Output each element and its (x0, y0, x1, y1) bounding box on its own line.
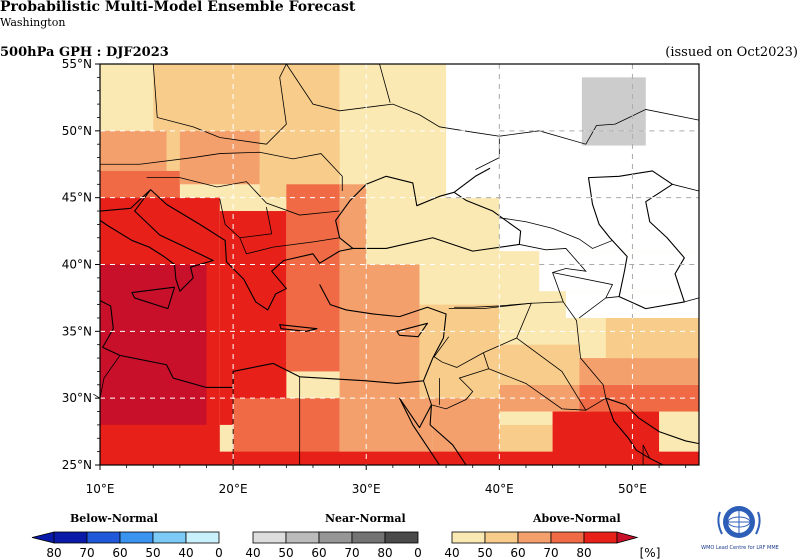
lat-tick-label: 50°N (62, 124, 92, 138)
probability-cell (579, 358, 699, 385)
border-line (516, 301, 607, 411)
legend-tick-above: 80 (576, 546, 591, 560)
legend-arrow-left (31, 531, 55, 544)
masked-cell (581, 77, 646, 146)
legend-tick-below: 40 (178, 546, 193, 560)
issued-date: (issued on Oct2023) (665, 45, 798, 60)
wmo-logo (717, 506, 761, 538)
legend-tick-near: 40 (245, 546, 260, 560)
probability-cell (100, 264, 207, 425)
legend-swatch-near (285, 531, 320, 544)
probability-cell (605, 317, 699, 359)
logo-caption: WMO Lead Centre for LRF MME (701, 545, 779, 551)
legend-tick-above: 0 (414, 546, 422, 560)
page-subtitle: Washington (0, 16, 66, 29)
legend-swatch-near (318, 531, 353, 544)
legend-swatch-above (484, 531, 519, 544)
legend-tick-above: 40 (444, 546, 459, 560)
probability-cell (100, 130, 167, 171)
legend-tick-near: 50 (278, 546, 293, 560)
lon-tick-label: 30°E (352, 482, 381, 496)
page-title: Probabilistic Multi-Model Ensemble Forec… (0, 0, 356, 15)
legend-swatch-below (53, 531, 88, 544)
legend-tick-near: 0 (215, 546, 223, 560)
probability-cell (499, 344, 580, 385)
border-line (488, 368, 586, 411)
border-line (379, 63, 391, 103)
legend-tick-above: 70 (543, 546, 558, 560)
legend-tick-near: 80 (377, 546, 392, 560)
legend-tick-below: 70 (79, 546, 94, 560)
legend-swatch-near (384, 531, 419, 544)
border-line (219, 198, 340, 255)
legend-above-label: Above-Normal (533, 512, 621, 525)
legend-swatch-near (252, 531, 287, 544)
probability-field (100, 64, 699, 465)
coastline (399, 397, 432, 429)
lat-tick-label: 35°N (62, 324, 92, 338)
border-line (152, 63, 287, 145)
panel-label: 500hPa GPH : DJF2023 (0, 45, 169, 60)
lon-tick-label: 10°E (86, 482, 115, 496)
legend-swatch-near (351, 531, 386, 544)
legend-tick-near: 70 (344, 546, 359, 560)
wmo-emblem-icon (717, 506, 761, 538)
lat-tick-label: 45°N (62, 191, 92, 205)
border-line (146, 177, 340, 216)
lat-tick-label: 40°N (62, 258, 92, 272)
coastline (99, 284, 447, 389)
coastline (279, 324, 318, 332)
legend-swatch-below (86, 531, 121, 544)
legend-tick-above: 50 (477, 546, 492, 560)
legend-swatch-below (152, 531, 187, 544)
coastline (429, 404, 467, 466)
legend-tick-above: 60 (510, 546, 525, 560)
legend-swatch-above (583, 531, 618, 544)
legend-arrow-right (616, 531, 639, 544)
probability-cell (579, 384, 699, 412)
legend-unit: [%] (640, 546, 661, 560)
legend-tick-below: 60 (112, 546, 127, 560)
border-line (423, 352, 490, 410)
legend-near-label: Near-Normal (325, 512, 406, 525)
lat-tick-label: 25°N (62, 458, 92, 472)
lon-tick-label: 20°E (219, 482, 248, 496)
legend-swatch-below (185, 531, 220, 544)
probability-cell (100, 451, 699, 465)
probability-cell (219, 211, 287, 425)
no-data-cell (539, 251, 699, 292)
border-line (552, 272, 620, 319)
legend-swatch-above (451, 531, 486, 544)
border-line (93, 355, 121, 399)
coastline (399, 397, 440, 466)
probability-cell (339, 184, 367, 265)
legend-swatch-below (119, 531, 154, 544)
coastline (99, 189, 214, 292)
grid-lines-nodata (446, 64, 699, 318)
legend-swatch-above (550, 531, 585, 544)
legend-tick-below: 80 (46, 546, 61, 560)
legend-tick-near: 60 (311, 546, 326, 560)
border-line (642, 444, 651, 465)
lon-tick-label: 40°E (485, 482, 514, 496)
lat-tick-label: 55°N (62, 57, 92, 71)
border-line (100, 151, 343, 191)
lon-tick-label: 50°E (618, 482, 647, 496)
legend-below-label: Below-Normal (70, 512, 158, 525)
colorbar-legend: 80 70 60 50 40 0 40 50 60 70 80 0 40 50 60 70 80 [%] (31, 531, 661, 560)
border-line (672, 183, 700, 303)
legend-swatch-above (517, 531, 552, 544)
probability-cell (339, 64, 420, 105)
coastline (396, 322, 429, 338)
lat-tick-label: 30°N (62, 391, 92, 405)
coastline (131, 286, 176, 310)
border-line (499, 109, 700, 145)
probability-cell (286, 184, 340, 372)
coastline (587, 170, 685, 310)
coastline (150, 167, 491, 311)
legend-tick-below: 50 (145, 546, 160, 560)
forecast-map: 10°E 20°E 30°E 40°E 50°E 55°N 50°N 45°N 40°N 35°N… (62, 57, 700, 496)
